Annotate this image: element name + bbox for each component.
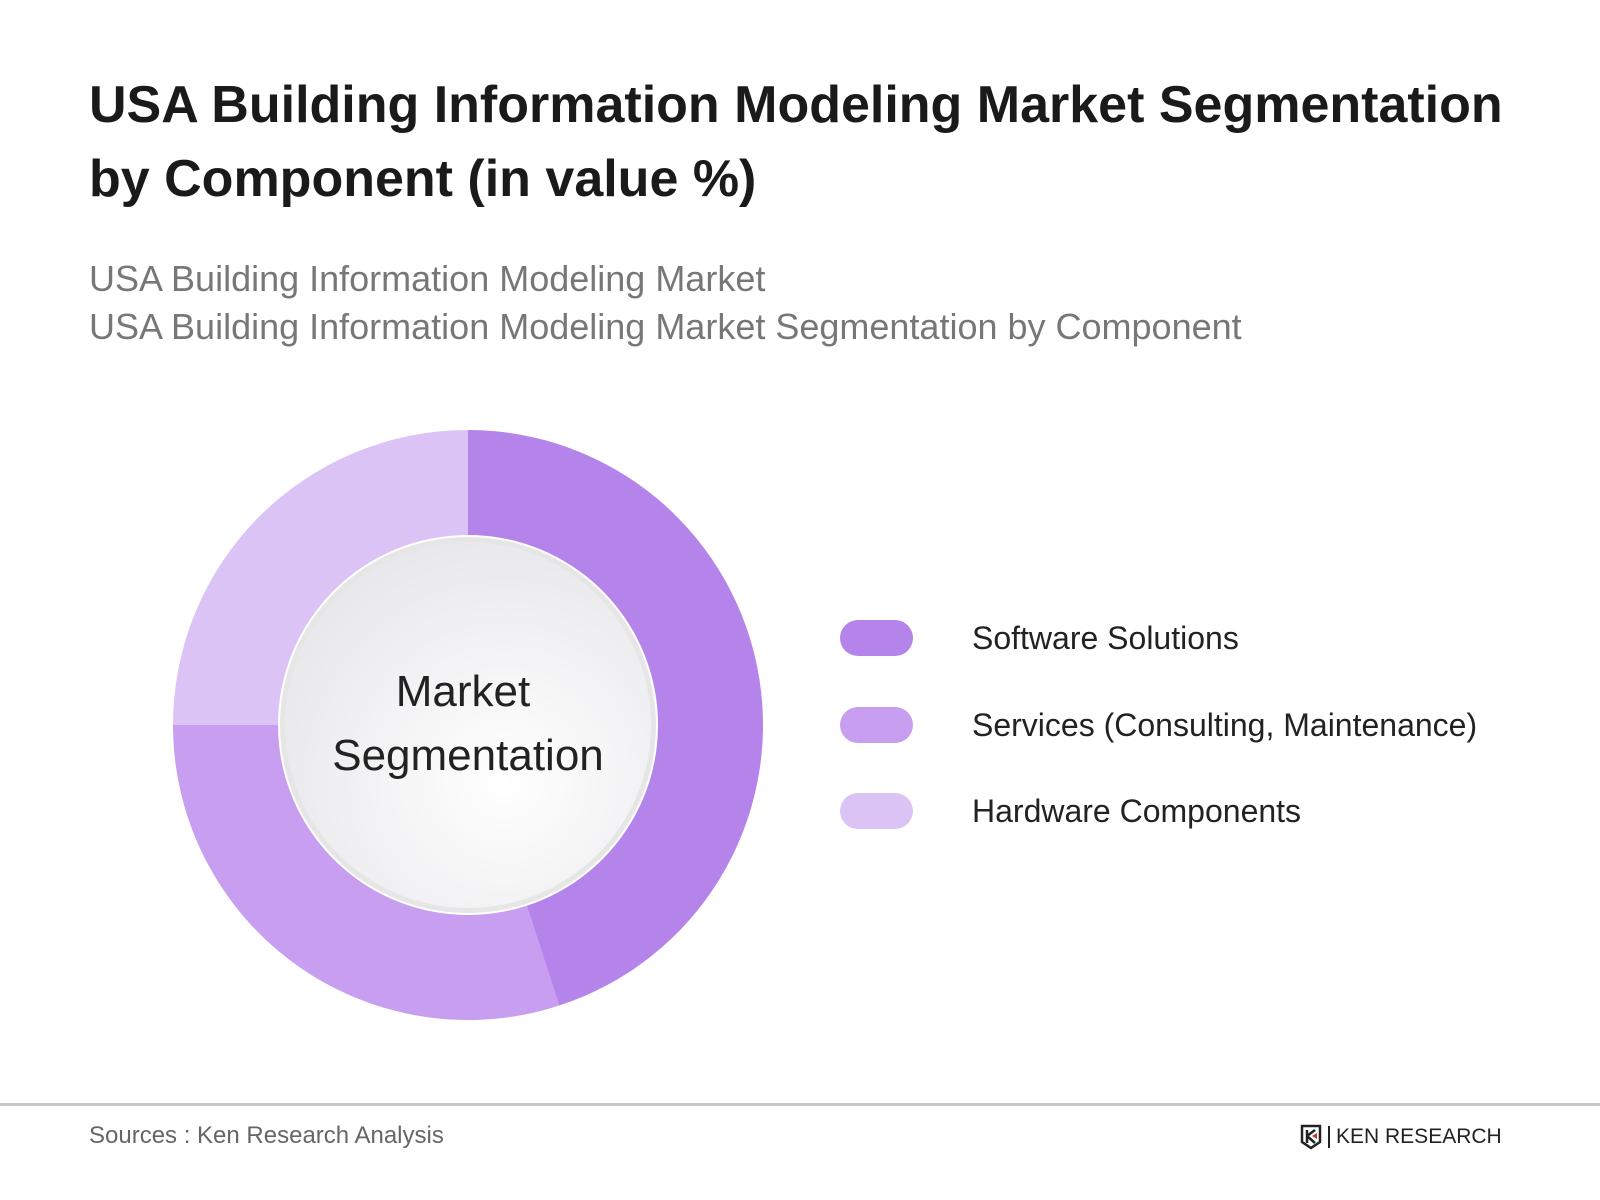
logo-text: KEN RESEARCH [1336, 1125, 1502, 1148]
ken-research-logo-icon [1300, 1124, 1322, 1150]
legend-label: Services (Consulting, Maintenance) [972, 706, 1478, 743]
donut-hole [285, 542, 651, 908]
logo-divider [1328, 1126, 1330, 1148]
legend-item: Services (Consulting, Maintenance) [840, 705, 1477, 745]
footer-divider [0, 1103, 1600, 1106]
legend-swatch [840, 793, 913, 829]
donut-slice-software-solutions [468, 430, 763, 1006]
chart-subtitle-1: USA Building Information Modeling Market [89, 258, 766, 299]
donut-slice-services-consulting-maintenance [172, 725, 560, 1020]
legend-swatch [840, 620, 913, 656]
ken-research-logo: KEN RESEARCH [1300, 1124, 1502, 1150]
chart-subtitle-2: USA Building Information Modeling Market… [89, 306, 1242, 347]
legend-label: Software Solutions [972, 619, 1239, 656]
legend-swatch [840, 707, 913, 743]
center-label-line-1: Market [396, 667, 530, 716]
legend-item: Software Solutions [840, 618, 1239, 658]
source-note: Sources : Ken Research Analysis [89, 1122, 444, 1149]
donut-slice-hardware-components [173, 430, 468, 725]
legend-item: Hardware Components [840, 791, 1301, 831]
chart-title: USA Building Information Modeling Market… [89, 76, 1503, 208]
center-label-line-2: Segmentation [332, 731, 604, 780]
legend-label: Hardware Components [972, 792, 1302, 829]
